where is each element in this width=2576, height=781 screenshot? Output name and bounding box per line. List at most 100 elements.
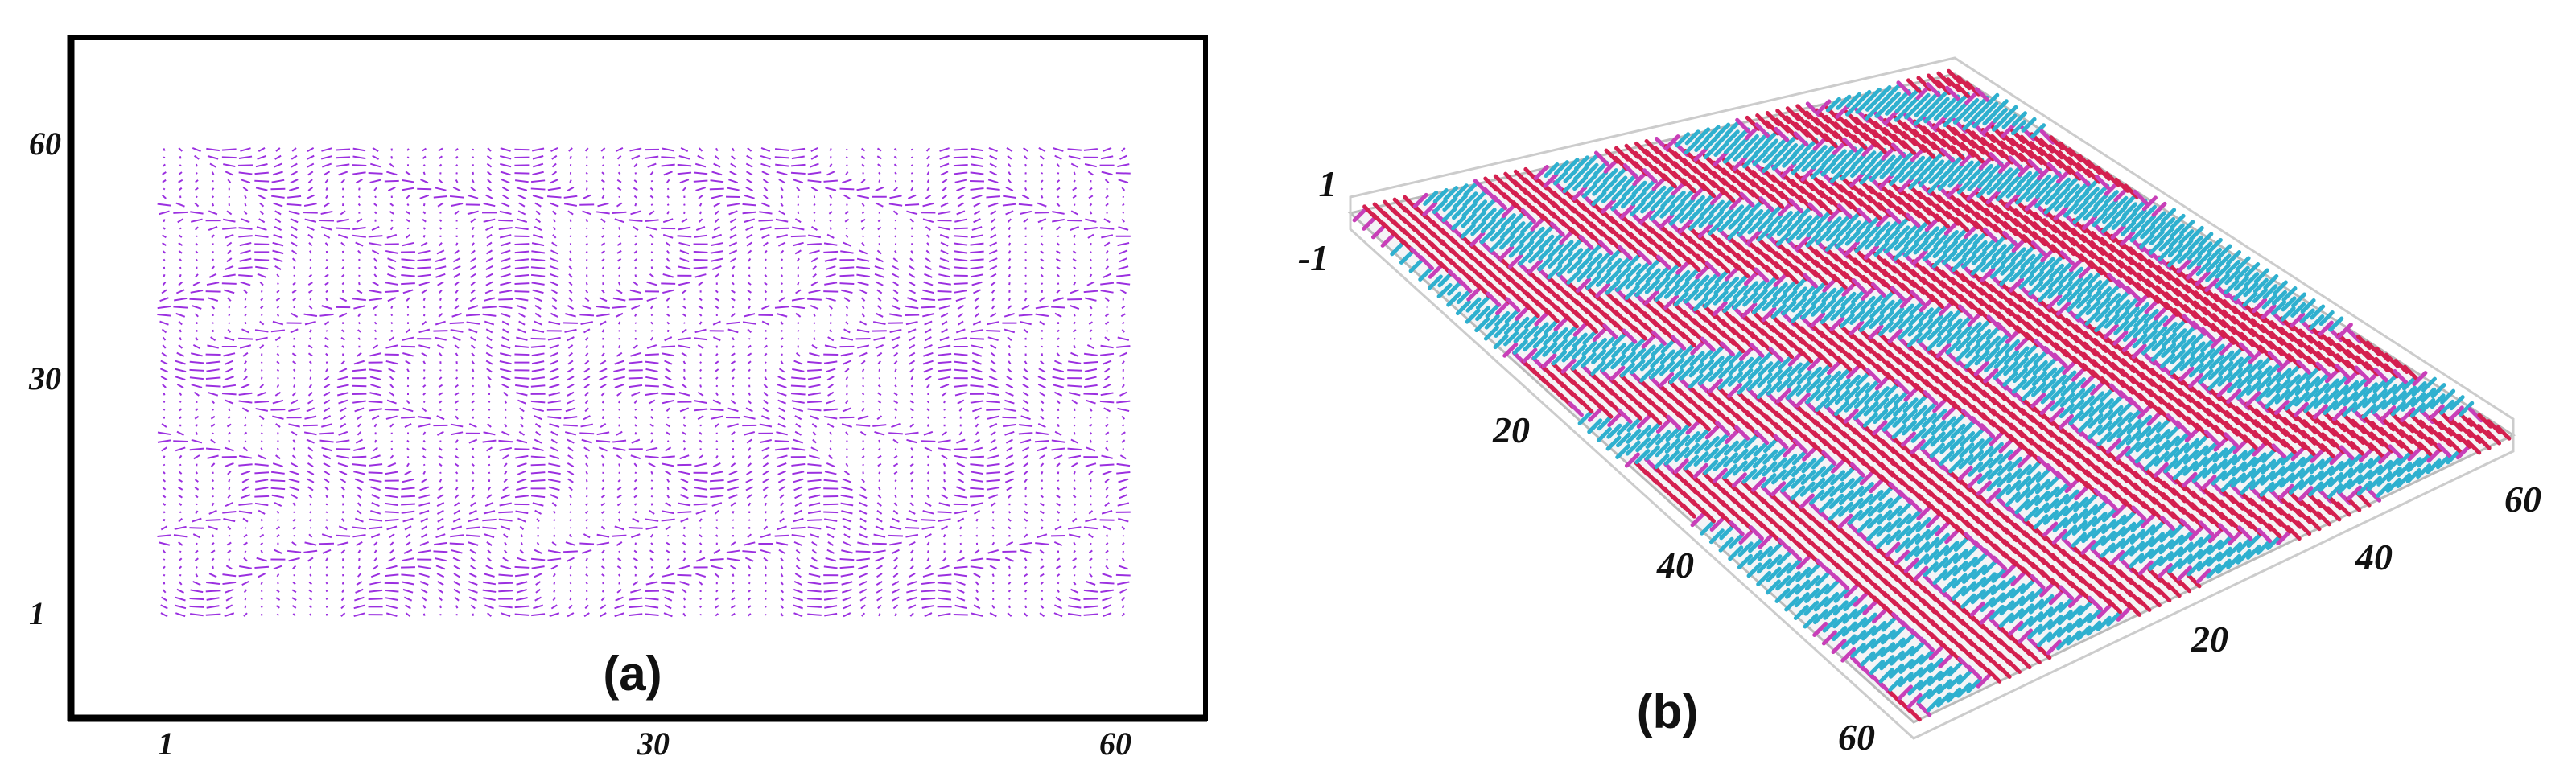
spin-arrow [877,360,881,365]
spin-arrow [434,541,447,546]
spin-arrow [1850,643,1866,659]
spin-arrow [564,431,577,436]
spin-arrow [699,439,703,443]
spin-arrow [1695,264,1711,280]
spin-arrow [384,290,399,293]
spin-arrow [1795,380,1811,397]
spin-arrow [699,526,702,529]
spin-arrow [714,297,719,302]
spin-arrow [893,565,898,570]
spin-arrow [467,210,479,216]
spin-arrow [891,304,901,310]
spin-arrow [418,549,431,554]
spin-arrow [1947,661,1964,677]
spin-arrow [990,430,996,436]
spin-arrow [531,360,545,365]
spin-arrow [291,352,297,357]
spin-arrow [1862,412,1878,428]
spin-arrow [1680,343,1696,359]
spin-arrow [370,509,381,515]
spin-arrow [1089,211,1093,215]
spin-arrow [827,336,835,342]
spin-arrow [679,179,690,184]
spin-arrow [954,290,967,294]
spin-arrow [1035,542,1049,545]
spin-arrow [1651,330,1667,346]
spin-arrow [1795,554,1811,570]
spin-arrow [517,210,526,216]
spin-arrow [780,345,784,348]
spin-arrow [1041,590,1044,593]
spin-arrow [257,454,266,460]
spin-arrow [157,534,171,538]
spin-arrow [1023,533,1028,538]
spin-arrow [385,597,398,601]
spin-arrow [1805,562,1821,578]
spin-arrow [840,336,854,341]
spin-arrow [747,344,752,349]
spin-arrow [1669,357,1685,373]
spin-arrow [530,455,546,458]
spin-arrow [1836,367,1852,383]
spin-arrow [2039,582,2055,598]
spin-arrow [1602,323,1618,339]
spin-arrow [406,148,410,151]
spin-arrow [1616,265,1632,282]
spin-arrow [1840,647,1857,663]
spin-arrow [2059,585,2075,601]
spin-arrow [1022,376,1029,381]
spin-arrow [291,312,299,318]
spin-arrow [680,146,689,153]
spin-arrow [293,534,295,537]
spin-arrow [1086,343,1094,350]
spin-arrow [500,171,511,176]
spin-arrow [1024,503,1028,506]
spin-arrow [244,597,247,601]
spin-arrow [921,597,936,601]
spin-arrow [2008,620,2024,636]
spin-arrow [682,597,686,601]
spin-arrow [1039,573,1045,578]
spin-arrow [1752,453,1768,469]
spin-arrow [860,179,866,184]
spin-arrow [600,565,605,569]
spin-arrow [532,195,544,199]
spin-arrow [421,533,428,539]
spin-arrow [389,376,394,380]
spin-arrow [959,534,962,537]
spin-arrow [1004,462,1015,467]
spin-arrow [747,533,752,538]
spin-arrow [600,218,606,224]
spin-arrow [179,337,182,341]
spin-arrow [1121,384,1125,388]
spin-arrow [1634,449,1651,465]
spin-arrow [1452,204,1468,220]
spin-arrow [325,573,328,577]
spin-arrow [1729,349,1745,365]
spin-arrow [241,478,249,483]
spin-arrow [292,447,296,451]
spin-arrow [662,289,674,294]
spin-arrow [1086,281,1095,286]
spin-arrow [1588,242,1604,258]
spin-arrow [484,320,495,326]
spin-arrow [162,242,167,246]
spin-arrow [878,487,881,491]
spin-arrow [273,202,283,208]
spin-arrow [910,557,914,561]
spin-arrow [989,154,998,160]
spin-arrow [877,462,882,467]
spin-arrow [986,195,1001,199]
spin-arrow [436,573,445,578]
spin-arrow [617,557,622,561]
spin-arrow [1552,327,1568,343]
spin-arrow [320,226,333,231]
spin-arrow [439,462,443,467]
spin-arrow [291,605,297,609]
spin-arrow [352,463,367,467]
spin-arrow [2027,623,2043,639]
spin-arrow [338,399,348,405]
spin-arrow [243,557,248,562]
spin-arrow [210,462,216,467]
